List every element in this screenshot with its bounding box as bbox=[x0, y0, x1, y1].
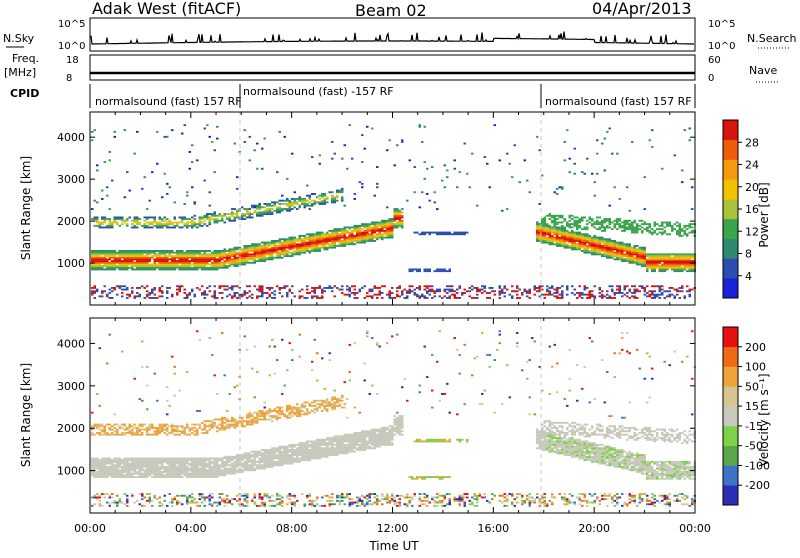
colorbar-tick-label: -200 bbox=[745, 479, 770, 492]
y-tick-label: 3000 bbox=[57, 173, 85, 186]
x-tick-label: 04:00 bbox=[175, 522, 207, 535]
nsearch-label: N.Search bbox=[747, 32, 797, 45]
nsky-tick-high: 10^5 bbox=[58, 19, 85, 30]
cpid-label: CPID bbox=[10, 87, 39, 100]
freq-tick-low: 8 bbox=[66, 73, 72, 84]
x-tick-label: 12:00 bbox=[377, 522, 409, 535]
y-tick-label: 4000 bbox=[57, 131, 85, 144]
velocity-colorbar-label: Velocity [m s⁻¹] bbox=[757, 373, 771, 466]
colorbar-swatch bbox=[723, 446, 738, 466]
x-tick-label: 20:00 bbox=[578, 522, 610, 535]
colorbar-swatch bbox=[723, 258, 738, 278]
x-tick-label: 00:00 bbox=[679, 522, 711, 535]
cpid-segment-3: normalsound (fast) 157 RF bbox=[545, 95, 692, 108]
colorbar-tick-label: 100 bbox=[745, 361, 766, 374]
colorbar-swatch bbox=[723, 327, 738, 347]
colorbar-tick-label: 8 bbox=[745, 248, 752, 261]
nsearch-tick-low: 10^0 bbox=[708, 41, 735, 52]
nave-tick-low: 0 bbox=[708, 73, 714, 84]
colorbar-swatch bbox=[723, 386, 738, 406]
colorbar-swatch bbox=[723, 219, 738, 239]
colorbar-swatch bbox=[723, 367, 738, 387]
colorbar-swatch bbox=[723, 140, 738, 160]
freq-panel: Freq. [MHz] 18 8 60 0 Nave bbox=[4, 52, 778, 84]
y-tick-label: 1000 bbox=[57, 465, 85, 478]
y-tick-label: 1000 bbox=[57, 257, 85, 270]
colorbar-swatch bbox=[723, 406, 738, 426]
cpid-row: CPID normalsound (fast) 157 RF normalsou… bbox=[10, 84, 695, 108]
nsky-tick-low: 10^0 bbox=[58, 41, 85, 52]
power-data bbox=[91, 124, 696, 299]
colorbar-swatch bbox=[723, 465, 738, 485]
date-title: 04/Apr/2013 bbox=[592, 0, 692, 18]
nsearch-tick-high: 10^5 bbox=[708, 19, 735, 30]
cpid-segment-2: normalsound (fast) -157 RF bbox=[243, 85, 394, 98]
velocity-panel: 1000 2000 3000 4000 00:00 04:00 08:00 12:00 16:… bbox=[19, 318, 771, 553]
colorbar-swatch bbox=[723, 199, 738, 219]
power-colorbar-label: Power [dB] bbox=[757, 182, 771, 247]
colorbar-swatch bbox=[723, 485, 738, 505]
velocity-data bbox=[91, 330, 696, 507]
colorbar-swatch bbox=[723, 239, 738, 259]
colorbar-swatch bbox=[723, 120, 738, 140]
nsky-panel: N.Sky 10^5 10^0 10^5 10^0 N.Search bbox=[3, 18, 797, 52]
power-x-ticks bbox=[90, 112, 695, 305]
y-tick-label: 3000 bbox=[57, 380, 85, 393]
colorbar-swatch bbox=[723, 179, 738, 199]
x-tick-label: 00:00 bbox=[74, 522, 106, 535]
colorbar-tick-label: 200 bbox=[745, 341, 766, 354]
colorbar-tick-label: 4 bbox=[745, 270, 752, 283]
colorbar-swatch bbox=[723, 278, 738, 298]
cpid-segment-1: normalsound (fast) 157 RF bbox=[95, 95, 242, 108]
freq-unit: [MHz] bbox=[4, 66, 36, 79]
beam-title: Beam 02 bbox=[355, 1, 427, 20]
colorbar-tick-label: 28 bbox=[745, 136, 759, 149]
y-tick-label: 2000 bbox=[57, 215, 85, 228]
nsky-trace bbox=[91, 32, 694, 44]
nave-label: Nave bbox=[749, 64, 777, 77]
nsky-label: N.Sky bbox=[3, 32, 35, 45]
colorbar-swatch bbox=[723, 426, 738, 446]
y-tick-label: 4000 bbox=[57, 337, 85, 350]
freq-label: Freq. bbox=[12, 52, 39, 65]
colorbar-swatch bbox=[723, 160, 738, 180]
x-axis-label: Time UT bbox=[368, 539, 419, 553]
velocity-y-axis-label: Slant Range [km] bbox=[19, 363, 33, 467]
freq-tick-high: 18 bbox=[66, 55, 79, 66]
nave-tick-high: 60 bbox=[708, 55, 721, 66]
x-tick-label: 08:00 bbox=[276, 522, 308, 535]
x-tick-label: 16:00 bbox=[477, 522, 509, 535]
colorbar-tick-label: 24 bbox=[745, 159, 759, 172]
station-title: Adak West (fitACF) bbox=[92, 0, 241, 18]
power-y-axis-label: Slant Range [km] bbox=[19, 156, 33, 260]
colorbar-swatch bbox=[723, 347, 738, 367]
y-tick-label: 2000 bbox=[57, 422, 85, 435]
